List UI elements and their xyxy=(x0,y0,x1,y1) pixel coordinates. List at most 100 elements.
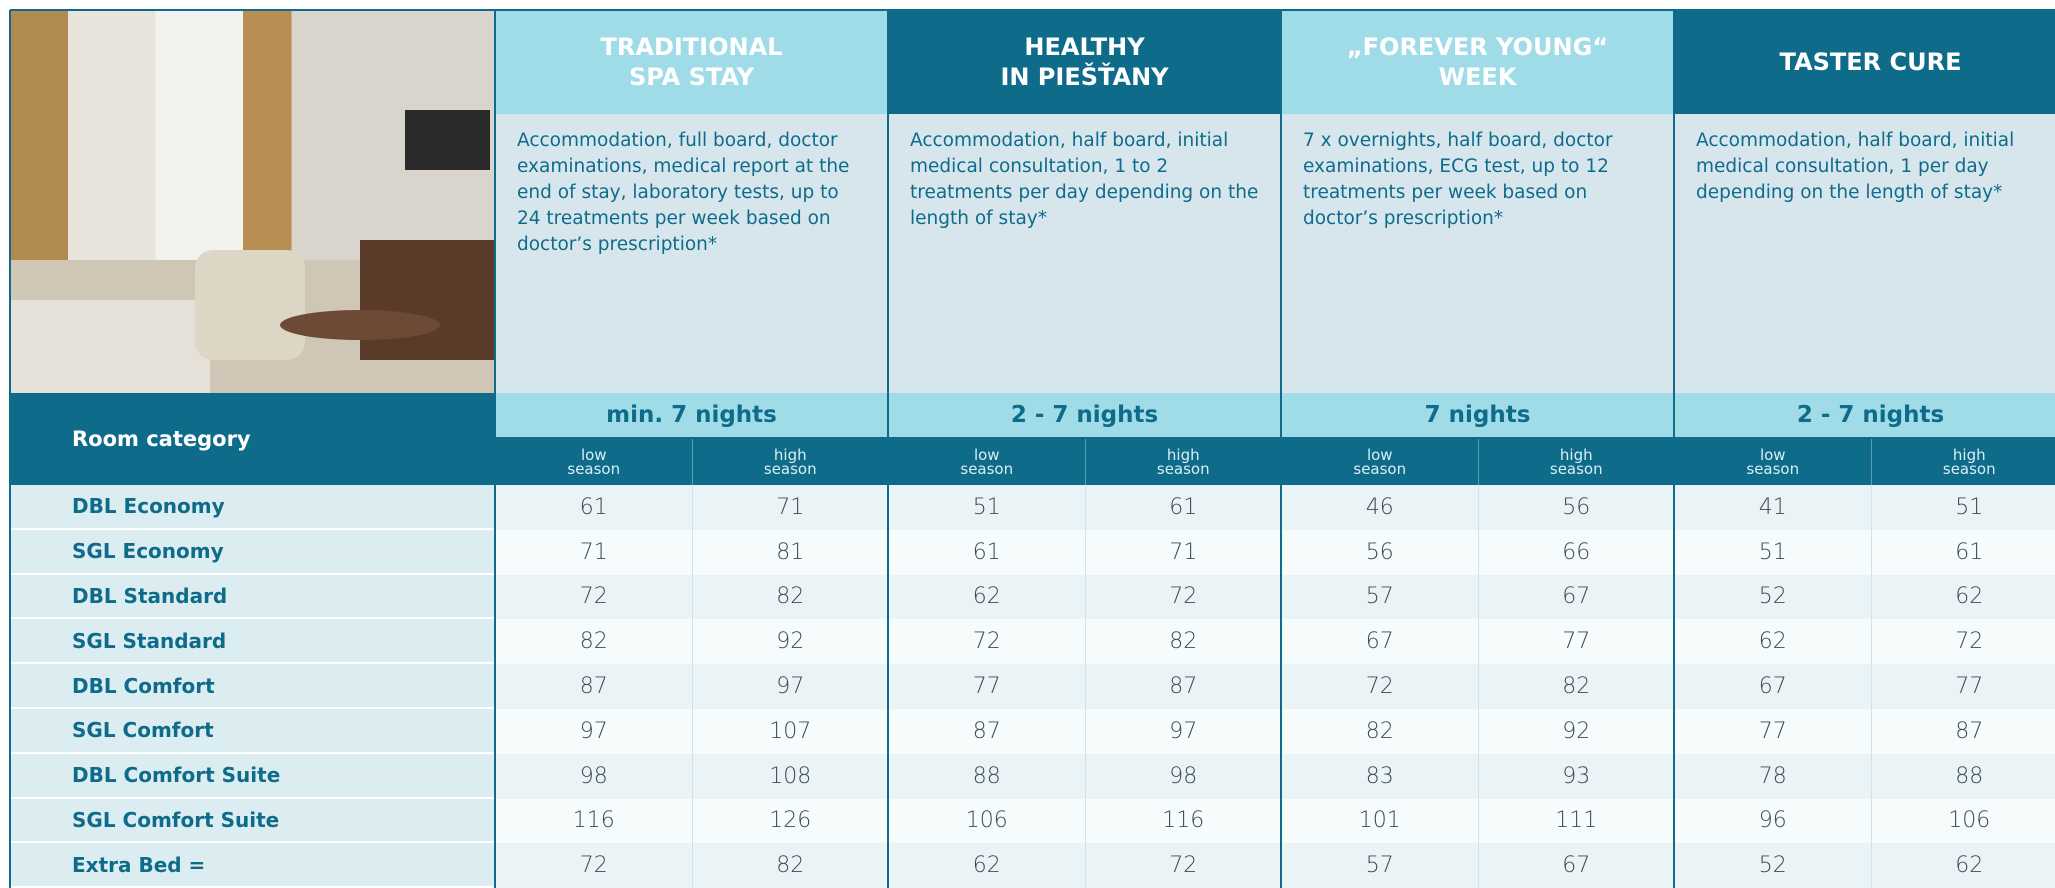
room-name: DBL Standard xyxy=(10,574,495,620)
season-label: low season xyxy=(1281,439,1478,485)
season-text: high season xyxy=(1942,446,1996,478)
price: 67 xyxy=(1477,843,1674,888)
season-text: high season xyxy=(763,446,817,478)
price: 97 xyxy=(691,664,888,709)
title-line: WEEK xyxy=(1438,63,1517,91)
price: 108 xyxy=(691,753,888,799)
column-divider xyxy=(1280,10,1282,888)
price: 56 xyxy=(1281,529,1478,575)
price: 72 xyxy=(495,574,692,620)
room-name: DBL Comfort Suite xyxy=(10,753,495,799)
price: 62 xyxy=(1870,843,2055,888)
price: 52 xyxy=(1674,574,1871,620)
price: 77 xyxy=(1674,709,1871,754)
price: 111 xyxy=(1477,798,1674,844)
price: 87 xyxy=(495,664,692,709)
price: 41 xyxy=(1674,485,1871,530)
price: 82 xyxy=(1281,709,1478,754)
price: 72 xyxy=(495,843,692,888)
price: 78 xyxy=(1674,753,1871,799)
price: 77 xyxy=(888,664,1085,709)
column-divider xyxy=(1673,10,1675,888)
price: 77 xyxy=(1477,619,1674,665)
price: 97 xyxy=(495,709,692,754)
season-text: low season xyxy=(1746,446,1800,478)
package-description: Accommodation, full board, doctor examin… xyxy=(495,114,888,393)
room-name: DBL Economy xyxy=(10,485,495,530)
title-line: TRADITIONAL xyxy=(600,33,783,61)
row-header: Room category xyxy=(10,393,495,485)
room-name: DBL Comfort xyxy=(10,664,495,709)
price: 62 xyxy=(1870,574,2055,620)
price: 92 xyxy=(691,619,888,665)
price: 87 xyxy=(1870,709,2055,754)
price: 82 xyxy=(691,574,888,620)
price: 61 xyxy=(888,529,1085,575)
price: 81 xyxy=(691,529,888,575)
season-text: low season xyxy=(1353,446,1407,478)
price: 51 xyxy=(1870,485,2055,530)
price: 97 xyxy=(1084,709,1281,754)
season-text: low season xyxy=(960,446,1014,478)
season-label: low season xyxy=(888,439,1085,485)
price: 98 xyxy=(495,753,692,799)
column-divider xyxy=(494,10,496,888)
price: 46 xyxy=(1281,485,1478,530)
package-title: TASTER CURE xyxy=(1674,10,2055,114)
season-label: high season xyxy=(1870,439,2055,485)
package-title: HEALTHY IN PIEŠŤANY xyxy=(888,10,1281,114)
price: 71 xyxy=(1084,529,1281,575)
price: 83 xyxy=(1281,753,1478,799)
price: 116 xyxy=(1084,798,1281,844)
price: 82 xyxy=(1084,619,1281,665)
price: 87 xyxy=(1084,664,1281,709)
season-text: high season xyxy=(1549,446,1603,478)
room-photo xyxy=(10,10,495,393)
season-text: high season xyxy=(1156,446,1210,478)
package-nights: 2 - 7 nights xyxy=(888,393,1281,439)
price: 82 xyxy=(495,619,692,665)
room-name: SGL Comfort Suite xyxy=(10,798,495,844)
package-description: Accommodation, half board, initial medic… xyxy=(1674,114,2055,393)
price: 66 xyxy=(1477,529,1674,575)
price: 126 xyxy=(691,798,888,844)
price: 71 xyxy=(495,529,692,575)
price: 61 xyxy=(1870,529,2055,575)
price: 106 xyxy=(888,798,1085,844)
price: 77 xyxy=(1870,664,2055,709)
price: 57 xyxy=(1281,843,1478,888)
price: 72 xyxy=(1084,574,1281,620)
price: 56 xyxy=(1477,485,1674,530)
package-description: 7 x overnights, half board, doctor exami… xyxy=(1281,114,1674,393)
price: 82 xyxy=(1477,664,1674,709)
column-divider xyxy=(887,10,889,888)
room-name: SGL Comfort xyxy=(10,709,495,754)
price: 88 xyxy=(1870,753,2055,799)
package-nights: 7 nights xyxy=(1281,393,1674,439)
title-line: „FOREVER YOUNG“ xyxy=(1346,33,1609,61)
season-label: high season xyxy=(691,439,888,485)
season-label: high season xyxy=(1084,439,1281,485)
price: 93 xyxy=(1477,753,1674,799)
price: 62 xyxy=(888,843,1085,888)
price: 67 xyxy=(1477,574,1674,620)
price: 62 xyxy=(1674,619,1871,665)
price: 101 xyxy=(1281,798,1478,844)
price: 61 xyxy=(1084,485,1281,530)
table-border xyxy=(9,10,11,888)
price: 96 xyxy=(1674,798,1871,844)
package-title: TRADITIONAL SPA STAY xyxy=(495,10,888,114)
package-description: Accommodation, half board, initial medic… xyxy=(888,114,1281,393)
price: 71 xyxy=(691,485,888,530)
season-label: low season xyxy=(495,439,692,485)
title-line: TASTER CURE xyxy=(1779,48,1962,76)
package-nights: 2 - 7 nights xyxy=(1674,393,2055,439)
price: 82 xyxy=(691,843,888,888)
price: 98 xyxy=(1084,753,1281,799)
price: 92 xyxy=(1477,709,1674,754)
title-line: SPA STAY xyxy=(628,63,755,91)
price: 87 xyxy=(888,709,1085,754)
price: 51 xyxy=(1674,529,1871,575)
price: 72 xyxy=(1084,843,1281,888)
